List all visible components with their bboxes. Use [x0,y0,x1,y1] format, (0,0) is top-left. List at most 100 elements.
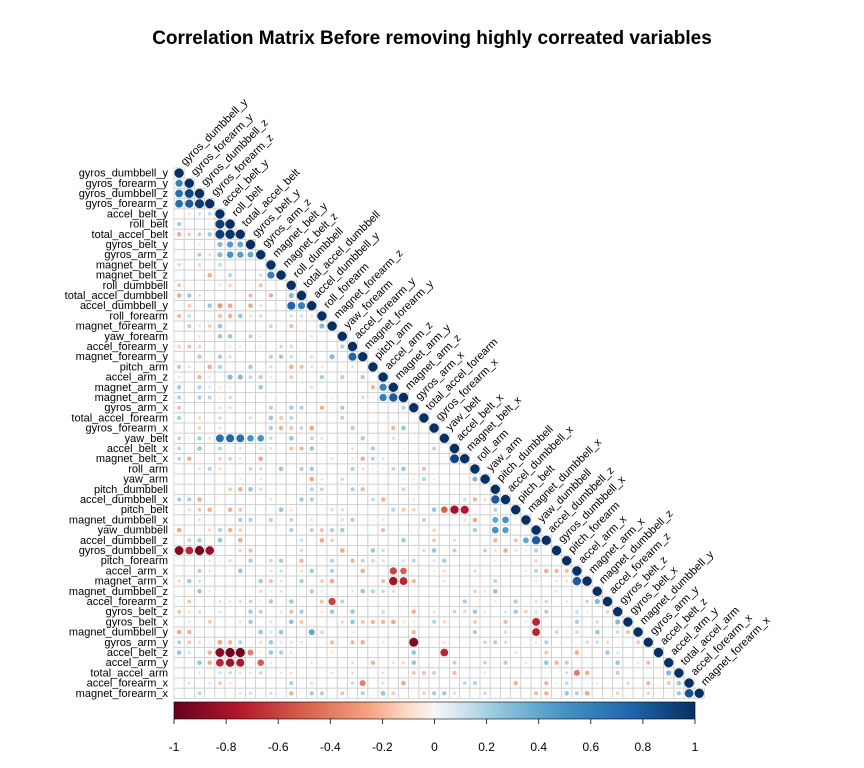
grid-cell [275,279,287,291]
grid-cell [255,422,267,434]
correlation-circle [227,313,233,319]
correlation-circle [432,477,436,481]
correlation-circle [238,517,243,523]
correlation-circle [276,270,286,280]
correlation-circle [340,620,344,624]
correlation-circle [411,558,416,563]
grid-cell [275,596,287,608]
grid-cell [499,677,511,689]
grid-cell [204,289,216,301]
correlation-circle [288,619,294,625]
correlation-circle [328,597,336,606]
correlation-circle [514,651,518,654]
correlation-circle [340,527,345,533]
correlation-circle [381,589,385,594]
correlation-circle [269,590,273,593]
grid-cell [173,208,185,220]
correlation-circle [310,385,314,389]
correlation-circle [279,579,283,583]
correlation-circle [381,548,385,553]
correlation-circle [472,681,477,686]
grid-cell [265,330,277,342]
correlation-circle [299,405,304,410]
correlation-circle [187,599,192,604]
correlation-circle [412,620,415,624]
row-label: yaw_dumbbell [98,525,168,537]
grid-cell [173,238,185,250]
correlation-circle [398,392,409,403]
row-label: total_accel_dumbbell [65,290,168,302]
correlation-circle [585,610,589,613]
correlation-circle [237,251,244,258]
grid-cell [397,667,409,679]
correlation-circle [309,425,315,431]
correlation-circle [176,527,182,533]
correlation-circle [460,454,470,464]
correlation-circle [278,354,284,359]
correlation-circle [565,600,569,603]
grid-cell [448,647,460,659]
correlation-circle [288,435,294,441]
correlation-circle [340,405,345,410]
correlation-circle [492,516,499,523]
grid-cell [520,575,532,587]
grid-cell [561,626,573,638]
correlation-circle [217,354,223,359]
grid-cell [489,565,501,577]
correlation-circle [198,467,201,471]
grid-cell [418,565,430,577]
grid-cell [357,361,369,373]
correlation-circle [309,476,315,482]
grid-cell [561,636,573,648]
correlation-circle [218,416,222,420]
grid-cell [418,422,430,434]
grid-cell [316,463,328,475]
correlation-circle [228,671,232,675]
correlation-circle [432,610,436,614]
grid-cell [632,667,644,679]
grid-cell [244,524,256,536]
correlation-circle [176,415,182,421]
grid-cell [357,412,369,424]
correlation-circle [402,477,405,481]
correlation-circle [177,436,182,441]
grid-cell [367,626,379,638]
correlation-circle [419,413,429,423]
grid-cell [275,514,287,526]
grid-cell [265,606,277,618]
row-label: total_accel_arm [90,667,168,679]
grid-cell [234,351,246,363]
grid-cell [510,616,522,628]
correlation-circle [215,434,224,443]
correlation-circle [208,681,212,685]
grid-cell [469,667,481,679]
correlation-circle [309,568,314,574]
grid-cell [183,422,195,434]
grid-cell [316,351,328,363]
grid-cell [336,575,348,587]
grid-cell [377,402,389,414]
grid-cell [622,647,634,659]
colorbar-tick-label: -1 [169,740,180,754]
grid-cell [581,616,593,628]
grid-cell [489,606,501,618]
correlation-circle [238,548,243,553]
grid-cell [602,677,614,689]
grid-cell [551,636,563,648]
grid-cell [346,545,358,557]
grid-cell [244,677,256,689]
correlation-circle [227,333,233,339]
grid-cell [459,534,471,546]
correlation-circle [238,457,242,461]
grid-cell [306,667,318,679]
grid-cell [275,289,287,301]
correlation-circle [177,364,182,369]
grid-cell [275,453,287,465]
grid-cell [448,575,460,587]
correlation-circle [472,527,478,533]
grid-cell [285,555,297,567]
grid-cell [367,504,379,516]
correlation-circle [248,364,253,370]
correlation-circle [389,393,398,402]
grid-cell [377,657,389,669]
